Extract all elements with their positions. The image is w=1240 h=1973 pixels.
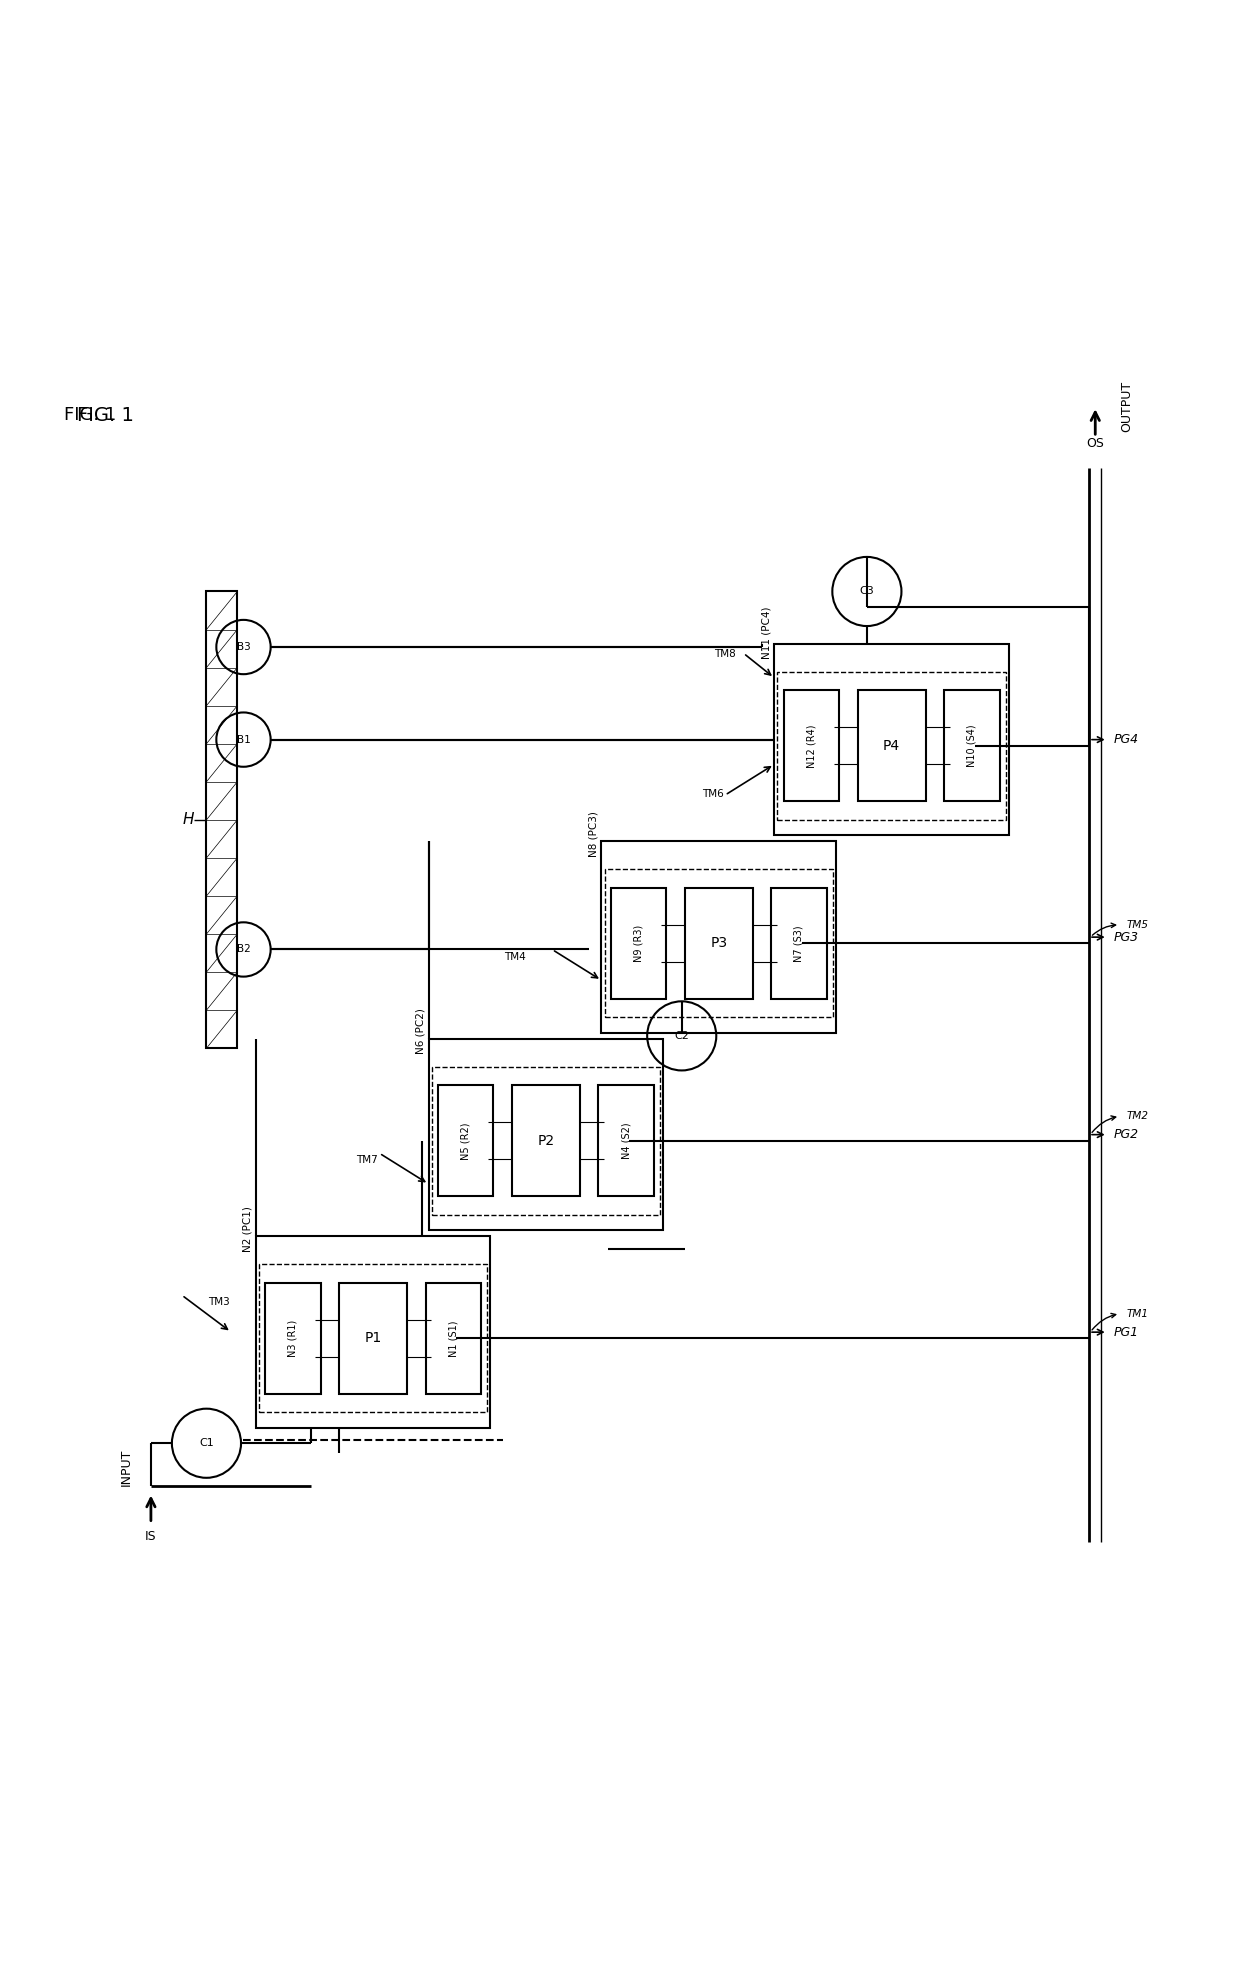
Text: OS: OS — [1086, 436, 1104, 450]
FancyBboxPatch shape — [432, 1067, 660, 1215]
Text: N1 (S1): N1 (S1) — [449, 1320, 459, 1357]
Text: P3: P3 — [711, 937, 728, 951]
Text: N10 (S4): N10 (S4) — [967, 724, 977, 767]
Text: B3: B3 — [237, 641, 250, 651]
Text: N4 (S2): N4 (S2) — [621, 1123, 631, 1158]
Text: N6 (PC2): N6 (PC2) — [415, 1008, 425, 1054]
Text: TM6: TM6 — [702, 789, 723, 799]
Text: B2: B2 — [237, 945, 250, 955]
Text: TM8: TM8 — [714, 649, 735, 659]
Text: TM7: TM7 — [356, 1156, 378, 1166]
Text: INPUT: INPUT — [120, 1448, 133, 1486]
FancyBboxPatch shape — [858, 691, 925, 801]
Text: N8 (PC3): N8 (PC3) — [589, 811, 599, 856]
Text: H: H — [182, 813, 195, 827]
Text: OUTPUT: OUTPUT — [1120, 381, 1133, 432]
Text: PG1: PG1 — [1114, 1326, 1138, 1338]
FancyBboxPatch shape — [265, 1282, 321, 1393]
FancyBboxPatch shape — [784, 691, 839, 801]
Text: N11 (PC4): N11 (PC4) — [761, 608, 771, 659]
Text: TM2: TM2 — [1126, 1111, 1148, 1121]
FancyBboxPatch shape — [599, 1085, 653, 1196]
FancyBboxPatch shape — [425, 1282, 481, 1393]
Text: N2 (PC1): N2 (PC1) — [243, 1206, 253, 1253]
Text: P4: P4 — [883, 738, 900, 754]
FancyBboxPatch shape — [259, 1265, 487, 1413]
Text: C1: C1 — [200, 1438, 213, 1448]
Text: TM3: TM3 — [208, 1298, 229, 1308]
Text: PG3: PG3 — [1114, 931, 1138, 943]
Text: TM5: TM5 — [1126, 919, 1148, 929]
Text: N7 (S3): N7 (S3) — [794, 925, 804, 961]
Text: TM4: TM4 — [505, 951, 526, 961]
FancyBboxPatch shape — [255, 1237, 490, 1428]
Text: TM1: TM1 — [1126, 1308, 1148, 1318]
Text: C3: C3 — [859, 586, 874, 596]
FancyBboxPatch shape — [601, 840, 836, 1032]
Text: N12 (R4): N12 (R4) — [806, 724, 816, 767]
FancyBboxPatch shape — [207, 592, 237, 1048]
FancyBboxPatch shape — [944, 691, 999, 801]
Text: PG4: PG4 — [1114, 734, 1138, 746]
Text: FIG. 1: FIG. 1 — [64, 406, 117, 424]
Text: P2: P2 — [537, 1134, 554, 1148]
FancyBboxPatch shape — [611, 888, 666, 998]
FancyBboxPatch shape — [512, 1085, 580, 1196]
Text: PG2: PG2 — [1114, 1129, 1138, 1140]
Text: P1: P1 — [365, 1332, 382, 1346]
Text: FIG. 1: FIG. 1 — [77, 406, 134, 426]
FancyBboxPatch shape — [771, 888, 827, 998]
Text: N3 (R1): N3 (R1) — [288, 1320, 298, 1357]
FancyBboxPatch shape — [340, 1282, 407, 1393]
Text: N5 (R2): N5 (R2) — [461, 1123, 471, 1160]
Text: C2: C2 — [675, 1030, 689, 1042]
Text: IS: IS — [145, 1529, 156, 1543]
FancyBboxPatch shape — [438, 1085, 494, 1196]
FancyBboxPatch shape — [777, 671, 1006, 821]
Text: N9 (R3): N9 (R3) — [634, 925, 644, 963]
FancyBboxPatch shape — [684, 888, 753, 998]
FancyBboxPatch shape — [605, 870, 833, 1018]
FancyBboxPatch shape — [774, 643, 1009, 835]
Text: B1: B1 — [237, 734, 250, 744]
FancyBboxPatch shape — [429, 1040, 663, 1231]
